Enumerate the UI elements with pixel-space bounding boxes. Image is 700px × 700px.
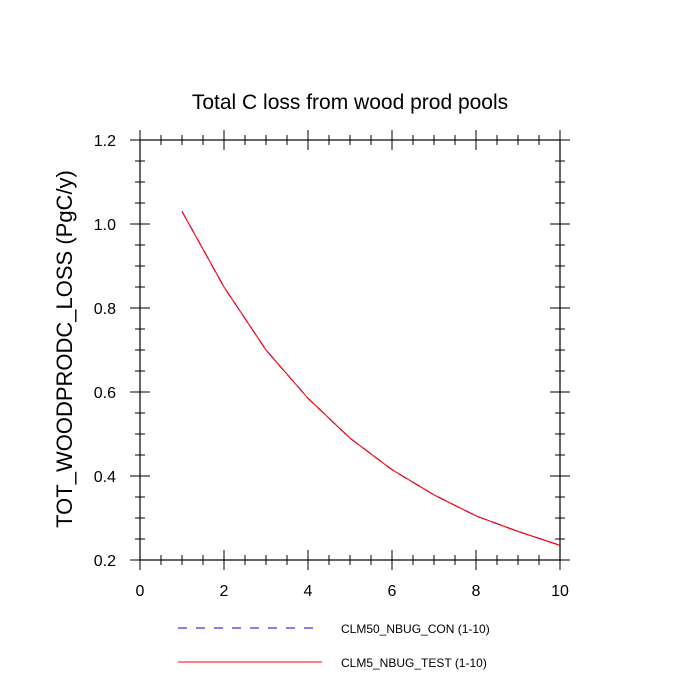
plot-axes: 0 2 4 6 8 10 0.2 0.4 0.6 0.8 1.0 1.2	[94, 130, 570, 600]
chart-title: Total C loss from wood prod pools	[192, 91, 508, 114]
x-tick-label: 4	[304, 583, 313, 600]
x-tick-label: 6	[388, 583, 397, 600]
x-tick-label: 8	[472, 583, 481, 600]
y-axis-label: TOT_WOODPRODC_LOSS (PgC/y)	[52, 170, 77, 528]
x-tick-label: 2	[220, 583, 229, 600]
series-line-1	[181, 211, 561, 546]
series-line-0	[181, 211, 561, 546]
series-layer	[181, 211, 561, 546]
y-tick-label: 0.8	[94, 301, 116, 318]
y-tick-label: 0.4	[94, 469, 116, 486]
legend: CLM50_NBUG_CON (1-10) CLM5_NBUG_TEST (1-1…	[178, 622, 490, 670]
y-tick-label: 1.0	[94, 217, 116, 234]
x-tick-label: 0	[136, 583, 145, 600]
y-tick-label: 0.2	[94, 553, 116, 570]
legend-label-1: CLM5_NBUG_TEST (1-10)	[341, 656, 487, 670]
x-tick-label: 10	[551, 583, 569, 600]
y-tick-label: 0.6	[94, 385, 116, 402]
legend-label-0: CLM50_NBUG_CON (1-10)	[341, 622, 490, 636]
plot-frame	[139, 139, 561, 561]
y-tick-label: 1.2	[94, 133, 116, 150]
